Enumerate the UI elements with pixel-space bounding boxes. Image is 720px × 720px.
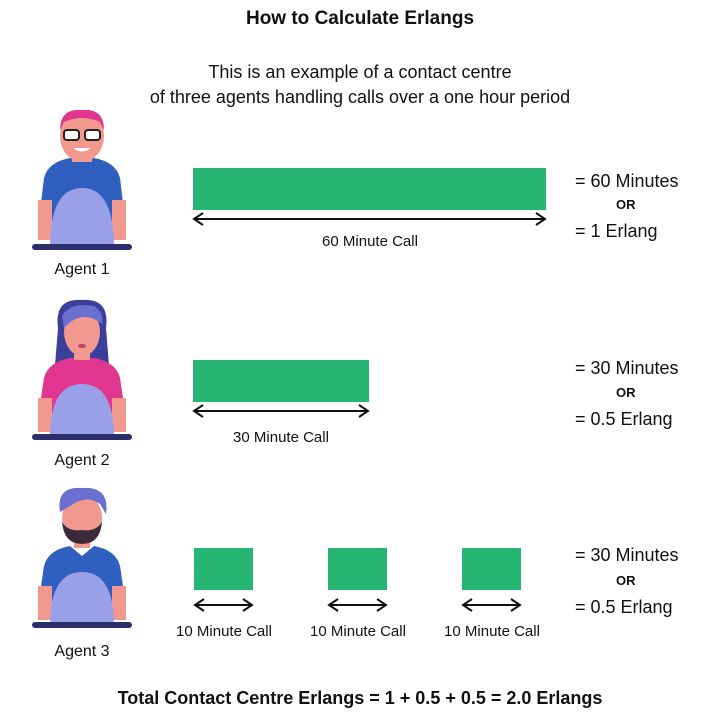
agent-3-minutes: = 30 Minutes	[575, 545, 679, 565]
agent-1-minutes: = 60 Minutes	[575, 171, 679, 191]
agent-2-avatar-icon	[32, 299, 132, 440]
subtitle-line-1: This is an example of a contact centre	[208, 62, 512, 82]
subtitle-line-2: of three agents handling calls over a on…	[149, 87, 571, 107]
agent-1-label: Agent 1	[54, 261, 110, 278]
duration-arrow-icon	[193, 598, 254, 612]
or-label: OR	[616, 197, 636, 212]
call-label: 10 Minute Call	[444, 623, 540, 640]
agent-3-avatar-icon	[32, 487, 132, 628]
or-label: OR	[616, 385, 636, 400]
page-title: How to Calculate Erlangs	[245, 8, 475, 29]
or-label: OR	[616, 573, 636, 588]
call-label: 60 Minute Call	[322, 233, 418, 250]
agent-2-minutes: = 30 Minutes	[575, 358, 679, 378]
call-bar-agent-3-3	[462, 548, 521, 590]
duration-arrow-icon	[192, 212, 547, 226]
agent-1-avatar-icon	[32, 109, 132, 250]
agent-1-erlang: = 1 Erlang	[575, 221, 658, 241]
call-bar-agent-1	[193, 168, 546, 210]
call-label: 10 Minute Call	[310, 623, 406, 640]
total-erlangs: Total Contact Centre Erlangs = 1 + 0.5 +…	[117, 688, 603, 708]
call-bar-agent-3-2	[328, 548, 387, 590]
agent-3-label: Agent 3	[54, 643, 110, 660]
duration-arrow-icon	[461, 598, 522, 612]
duration-arrow-icon	[192, 404, 370, 418]
call-bar-agent-2	[193, 360, 369, 402]
call-label: 30 Minute Call	[233, 429, 329, 446]
duration-arrow-icon	[327, 598, 388, 612]
agent-2-label: Agent 2	[54, 452, 110, 469]
call-bar-agent-3-1	[194, 548, 253, 590]
agent-3-erlang: = 0.5 Erlang	[575, 597, 673, 617]
call-label: 10 Minute Call	[176, 623, 272, 640]
agent-2-erlang: = 0.5 Erlang	[575, 409, 673, 429]
